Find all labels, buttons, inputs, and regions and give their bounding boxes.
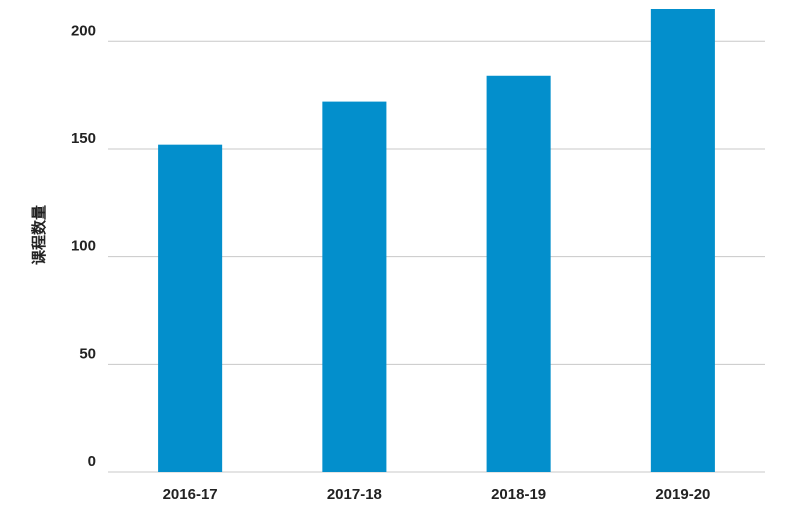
x-tick-label: 2018-19 <box>491 486 546 503</box>
y-tick-label: 150 <box>71 130 96 147</box>
bar <box>486 75 551 472</box>
y-axis-label: 课程数量 <box>30 205 48 265</box>
y-tick-label: 50 <box>79 345 96 362</box>
x-tick-label: 2019-20 <box>655 486 710 503</box>
y-tick-label: 100 <box>71 238 96 255</box>
x-tick-label: 2017-18 <box>327 486 382 503</box>
y-tick-label: 0 <box>88 453 96 470</box>
bar <box>650 9 715 472</box>
y-tick-label: 200 <box>71 22 96 39</box>
bar <box>158 144 223 472</box>
x-tick-label: 2016-17 <box>163 486 218 503</box>
bar <box>322 101 387 472</box>
